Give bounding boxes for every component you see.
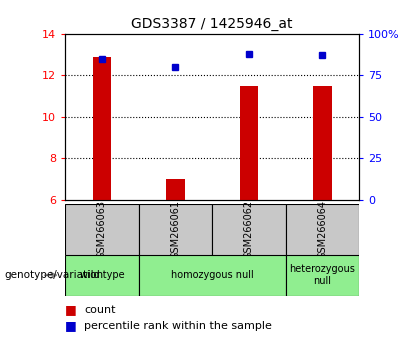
Bar	[212, 204, 286, 255]
Bar	[286, 204, 359, 255]
Text: ■: ■	[65, 303, 77, 316]
Text: homozygous null: homozygous null	[171, 270, 254, 280]
Text: GSM266064: GSM266064	[318, 200, 327, 259]
Text: GSM266061: GSM266061	[171, 200, 180, 259]
Bar	[166, 179, 184, 200]
Bar	[313, 86, 331, 200]
Text: GSM266062: GSM266062	[244, 200, 254, 259]
Text: ■: ■	[65, 319, 77, 332]
Bar	[65, 255, 139, 296]
Text: genotype/variation: genotype/variation	[4, 270, 103, 280]
Title: GDS3387 / 1425946_at: GDS3387 / 1425946_at	[131, 17, 293, 31]
Text: count: count	[84, 305, 116, 315]
Bar	[139, 255, 286, 296]
Bar	[139, 204, 212, 255]
Text: percentile rank within the sample: percentile rank within the sample	[84, 321, 272, 331]
Bar	[93, 57, 111, 200]
Bar	[240, 86, 258, 200]
Text: wild type: wild type	[79, 270, 124, 280]
Bar	[65, 204, 139, 255]
Text: heterozygous
null: heterozygous null	[289, 264, 355, 286]
Bar	[286, 255, 359, 296]
Text: GSM266063: GSM266063	[97, 200, 107, 259]
